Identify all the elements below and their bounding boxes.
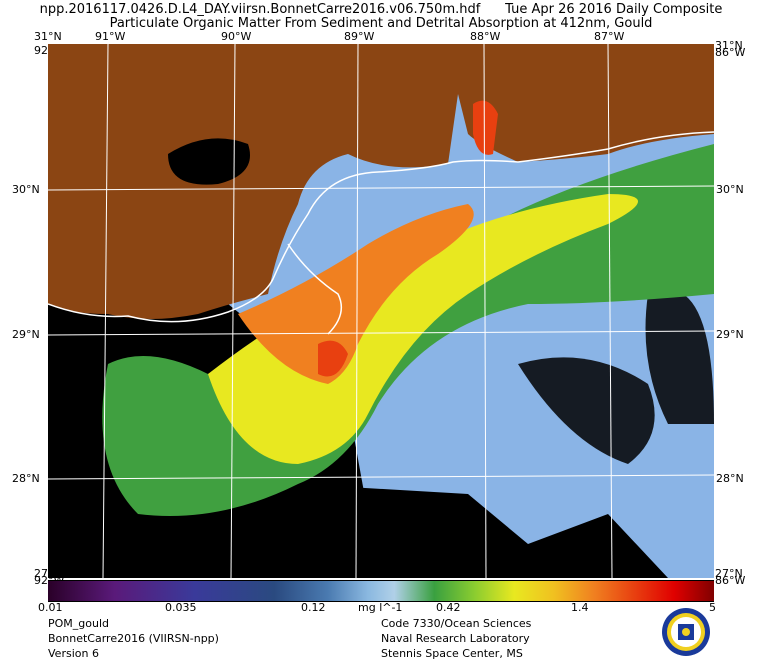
colorbar-tick-0-01: 0.01 [38,601,63,614]
lat-label-30n-right: 30°N [716,183,744,196]
colorbar-tick-5: 5 [709,601,716,614]
lake-pontchartrain [168,138,250,185]
map-graphic [48,44,714,578]
colorbar-unit: mg l^-1 [358,601,403,614]
corner-lat-top-right: 31°N [715,39,743,52]
lat-label-28n-right: 28°N [716,472,744,485]
colorbar-tick-0-035: 0.035 [165,601,197,614]
footer-version: Version 6 [48,647,99,660]
lon-label-88w: 88°W [470,30,501,43]
corner-lon-bottom-right: 86°W [715,574,746,587]
corner-lon-top-right: 86°W [715,46,746,59]
coastline [48,131,714,323]
footer-org-location: Stennis Space Center, MS [381,647,523,660]
lat-label-28n-left: 28°N [12,472,40,485]
footer-product: POM_gould [48,617,110,630]
corner-lat-bottom-right: 27°N [715,567,743,580]
image-title-line2: Particulate Organic Matter From Sediment… [109,16,653,31]
nrl-seal-logo [662,608,710,656]
plume-red [318,340,348,377]
colorbar-tick-0-42: 0.42 [436,601,461,614]
delta-coastline [287,243,343,335]
footer-org-code: Code 7330/Ocean Sciences [381,617,532,630]
plume-orange [238,204,474,384]
footer-org-name: Naval Research Laboratory [381,632,530,645]
footer-region: BonnetCarre2016 (VIIRSN-npp) [48,632,219,645]
corner-lat-top-left: 31°N [34,30,62,43]
image-title-line1: npp.2016117.0426.D.L4_DAY.viirsn.BonnetC… [39,2,723,17]
mobile-bay [473,100,498,155]
plume-yellow [208,194,638,464]
colorbar [48,580,714,602]
lon-label-89w: 89°W [344,30,375,43]
lat-label-29n-right: 29°N [716,328,744,341]
lon-label-91w: 91°W [95,30,126,43]
colorbar-tick-1-4: 1.4 [571,601,589,614]
colorbar-tick-0-12: 0.12 [301,601,326,614]
no-data-south [288,484,668,578]
satellite-map [48,44,714,578]
lon-label-87w: 87°W [594,30,625,43]
no-data-east [518,357,655,464]
lat-label-30n-left: 30°N [12,183,40,196]
lon-label-90w: 90°W [221,30,252,43]
lat-label-29n-left: 29°N [12,328,40,341]
graticule [48,44,714,578]
no-data-far-east [645,289,714,424]
land-area [48,44,714,319]
